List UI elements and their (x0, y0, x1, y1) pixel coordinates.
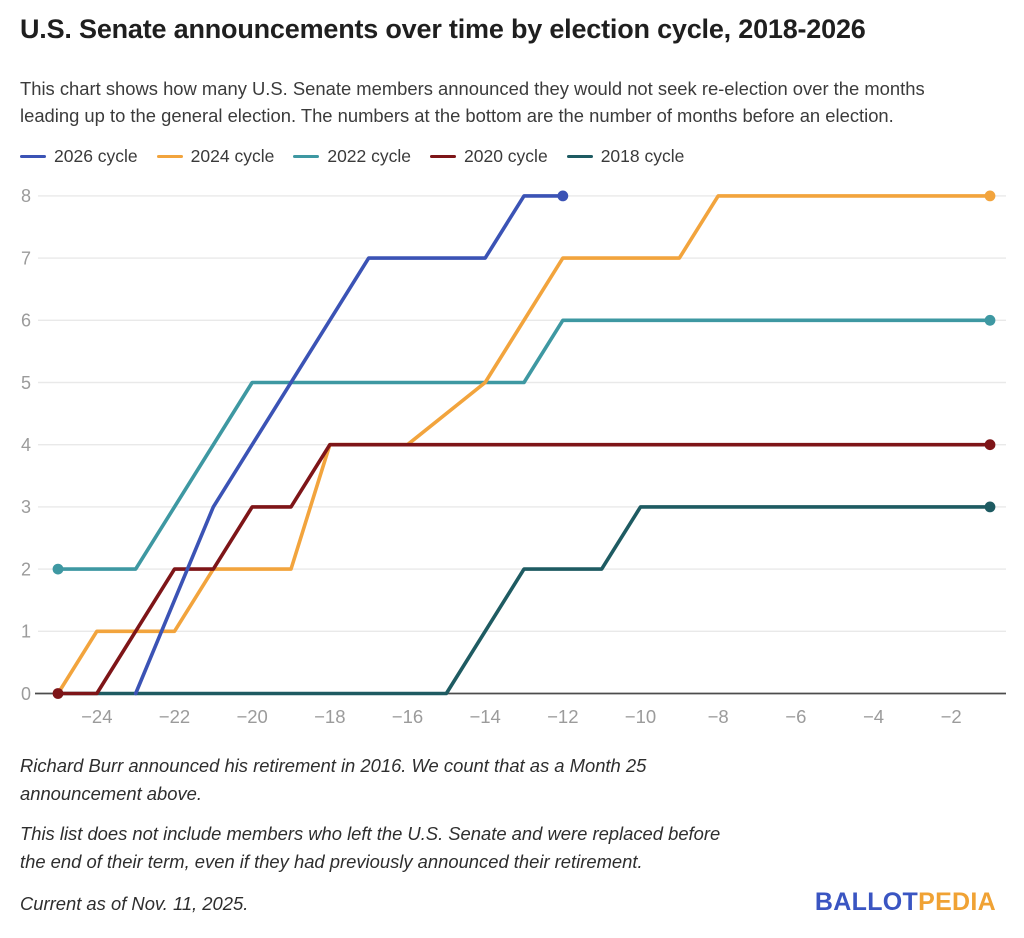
x-tick-label: −14 (469, 706, 500, 727)
page-title: U.S. Senate announcements over time by e… (20, 14, 866, 44)
footnote-line: the end of their term, even if they had … (20, 851, 643, 872)
legend-item-2022-cycle: 2022 cycle (293, 146, 411, 167)
x-tick-label: −20 (236, 706, 267, 727)
series-point-marker-2022-cycle (984, 314, 996, 326)
y-tick-label: 2 (21, 559, 31, 579)
series-point-marker-2020-cycle (984, 439, 996, 451)
x-tick-label: −24 (81, 706, 112, 727)
series-line-2018-cycle (56, 505, 992, 696)
logo-ballot-text: BALLOT (814, 888, 919, 916)
legend-swatch-icon (156, 154, 183, 159)
series-point-marker-2018-cycle (984, 501, 996, 513)
x-tick-label: −22 (159, 706, 190, 727)
series-line-2026-cycle (133, 194, 565, 696)
legend-label: 2026 cycle (54, 146, 138, 166)
y-tick-label: 8 (21, 186, 31, 206)
y-tick-label: 4 (21, 435, 31, 455)
series-point-marker-2026-cycle (557, 190, 569, 202)
legend-swatch-icon (293, 154, 320, 159)
y-tick-label: 5 (21, 373, 31, 393)
legend-label: 2020 cycle (464, 146, 548, 166)
footnote-exclusions: This list does not include members who l… (20, 820, 720, 876)
y-tick-label: 3 (21, 497, 31, 517)
chart-subtitle: This chart shows how many U.S. Senate me… (20, 76, 1020, 129)
y-tick-label: 7 (21, 248, 31, 268)
footnote-line: This list does not include members who l… (20, 823, 721, 844)
ballotpedia-logo: BALLOTPEDIA (815, 888, 996, 917)
x-tick-label: −10 (625, 706, 656, 727)
chart-legend: 2026 cycle 2024 cycle 2022 cycle 2020 cycle… (20, 146, 684, 167)
y-tick-label: 1 (21, 622, 31, 642)
legend-swatch-icon (20, 154, 46, 159)
footnote-current-as-of: Current as of Nov. 11, 2025. (20, 890, 248, 918)
y-tick-label: 0 (21, 684, 31, 704)
logo-pedia-text: PEDIA (918, 888, 996, 916)
footnote-line: Current as of Nov. 11, 2025. (20, 893, 249, 914)
x-tick-label: −8 (708, 706, 729, 727)
footnote-richard-burr: Richard Burr announced his retirement in… (20, 752, 646, 808)
x-tick-label: −6 (785, 706, 806, 727)
legend-item-2026-cycle: 2026 cycle (20, 146, 138, 167)
x-tick-label: −2 (941, 706, 962, 727)
series-point-marker-2022-cycle (52, 563, 64, 575)
series-line-2022-cycle (56, 318, 992, 571)
series-point-marker-2024-cycle (984, 190, 996, 202)
legend-label: 2024 cycle (190, 146, 275, 166)
legend-item-2018-cycle: 2018 cycle (566, 146, 685, 167)
legend-label: 2018 cycle (600, 146, 685, 166)
x-tick-label: −12 (547, 706, 578, 727)
subtitle-line-2: leading up to the general election. The … (20, 104, 894, 126)
y-tick-label: 6 (21, 311, 31, 331)
x-tick-label: −18 (314, 706, 345, 727)
series-point-marker-2020-cycle (52, 688, 64, 699)
footnote-line: Richard Burr announced his retirement in… (20, 755, 647, 776)
legend-swatch-icon (430, 154, 457, 159)
legend-item-2024-cycle: 2024 cycle (156, 146, 275, 167)
legend-item-2020-cycle: 2020 cycle (430, 146, 548, 167)
subtitle-line-1: This chart shows how many U.S. Senate me… (20, 78, 925, 99)
legend-label: 2022 cycle (327, 146, 412, 166)
x-tick-label: −16 (392, 706, 423, 727)
series-line-2020-cycle (56, 442, 992, 696)
x-tick-label: −4 (863, 706, 884, 727)
legend-swatch-icon (566, 154, 593, 159)
footnote-line: announcement above. (20, 783, 203, 804)
